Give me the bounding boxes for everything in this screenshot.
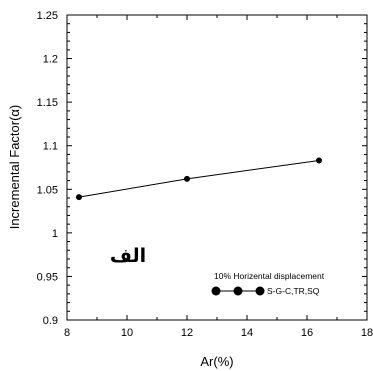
y-tick-label: 0.9	[43, 315, 58, 327]
y-tick-label: 1.2	[43, 54, 58, 66]
data-point	[184, 175, 190, 182]
y-axis-title: Incremental Factor(α)	[7, 105, 22, 230]
y-tick-label: 0.95	[37, 271, 58, 283]
y-tick-label: 1	[52, 228, 58, 240]
x-tick-label: 16	[301, 327, 313, 339]
data-points	[76, 157, 322, 201]
x-tick-label: 8	[64, 327, 70, 339]
legend-title: 10% Horizental displacement	[214, 271, 325, 281]
legend: 10% Horizental displacement S-G-C,TR,SQ	[211, 271, 325, 296]
data-point	[76, 194, 82, 201]
x-tick-label: 18	[361, 327, 373, 339]
x-tick-label: 12	[181, 327, 193, 339]
y-axis-ticks: 0.9 0.95 1 1.05 1.1 1.15 1.2 1.25	[37, 10, 367, 327]
x-tick-label: 10	[121, 327, 133, 339]
x-tick-label: 14	[241, 327, 253, 339]
legend-marker-3	[255, 286, 265, 296]
series-line	[78, 160, 320, 198]
legend-marker-2	[233, 286, 243, 296]
chart-annotation: الف	[110, 245, 146, 267]
x-axis-title: Ar(%)	[200, 354, 233, 369]
y-tick-label: 1.05	[37, 184, 58, 196]
legend-marker-1	[211, 286, 221, 296]
x-axis-ticks: 8 10 12 14 16 18	[64, 15, 373, 339]
data-point	[316, 157, 322, 164]
y-tick-label: 1.15	[37, 97, 58, 109]
y-tick-label: 1.1	[43, 141, 58, 153]
legend-series-label: S-G-C,TR,SQ	[267, 286, 320, 296]
y-tick-label: 1.25	[37, 10, 58, 22]
